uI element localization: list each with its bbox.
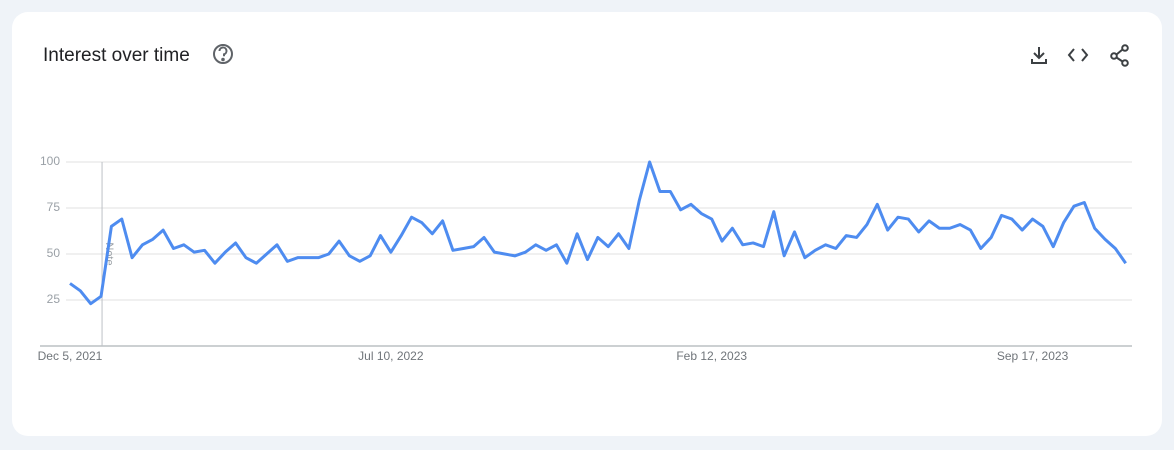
- y-tick-label: 100: [40, 154, 60, 168]
- y-tick-label: 25: [47, 292, 61, 306]
- x-tick-label: Sep 17, 2023: [997, 349, 1069, 363]
- card: [12, 12, 1162, 436]
- y-tick-label: 75: [47, 200, 61, 214]
- trend-line: [69, 160, 1127, 306]
- embed-icon[interactable]: [1067, 48, 1089, 62]
- x-tick-label: Jul 10, 2022: [358, 349, 424, 363]
- download-icon[interactable]: [1031, 47, 1047, 64]
- x-tick-label: Dec 5, 2021: [38, 349, 103, 363]
- y-tick-label: 50: [47, 246, 61, 260]
- share-icon[interactable]: [1110, 44, 1129, 67]
- help-icon[interactable]: [213, 44, 233, 64]
- chart-title: Interest over time: [43, 45, 190, 66]
- x-tick-label: Feb 12, 2023: [676, 349, 747, 363]
